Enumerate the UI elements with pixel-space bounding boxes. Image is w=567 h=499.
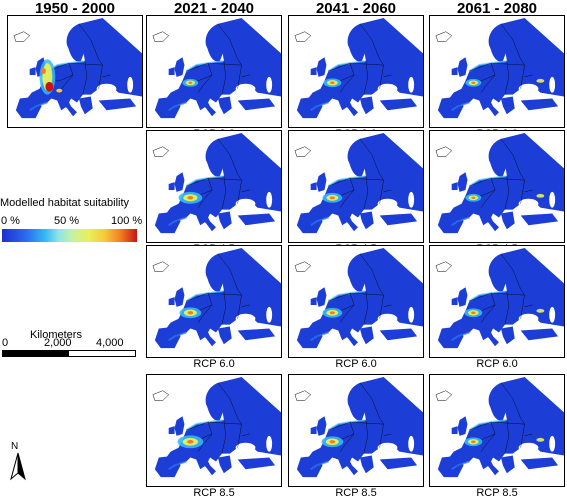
map-2041-2060-rcp-45 [288,130,424,243]
map-baseline-1950-2000 [7,15,143,128]
north-arrow-icon [10,452,26,481]
map-2061-2080-rcp-45 [429,130,565,243]
scenario-label: RCP 6.0 [193,358,235,370]
column-title-baseline: 1950 - 2000 [34,0,116,17]
scale-bar-tick-0: 0 [2,337,9,349]
map-2041-2060-rcp-60 [288,245,424,358]
column-title-2061-2080: 2061 - 2080 [456,0,538,17]
map-2021-2040-rcp-26 [146,15,282,128]
map-2061-2080-rcp-60 [429,245,565,358]
scale-bar-black-segment [3,351,69,356]
scale-bar-tick-4000: 4,000 [96,337,124,349]
scenario-label: RCP 6.0 [335,358,377,370]
scale-bar-tick-2000: 2,000 [44,337,72,349]
map-2041-2060-rcp-85 [288,374,424,487]
scenario-label: RCP 8.5 [335,487,377,499]
legend-tick-min: 0 % [1,215,20,227]
scale-bar [2,350,136,357]
scenario-label: RCP 8.5 [476,487,518,499]
map-2021-2040-rcp-45 [146,130,282,243]
column-title-2021-2040: 2021 - 2040 [173,0,255,17]
north-label: N [11,441,19,452]
legend-title: Modelled habitat suitability [0,197,130,209]
scenario-label: RCP 8.5 [193,487,235,499]
map-2021-2040-rcp-60 [146,245,282,358]
legend-tick-max: 100 % [111,215,143,227]
scale-bar-title: Kilometers [30,329,82,341]
legend-color-ramp [2,229,137,242]
map-2061-2080-rcp-85 [429,374,565,487]
legend-tick-mid: 50 % [54,215,80,227]
column-title-2041-2060: 2041 - 2060 [315,0,397,17]
map-2061-2080-rcp-26 [429,15,565,128]
map-2041-2060-rcp-26 [288,15,424,128]
map-2021-2040-rcp-85 [146,374,282,487]
scenario-label: RCP 6.0 [476,358,518,370]
